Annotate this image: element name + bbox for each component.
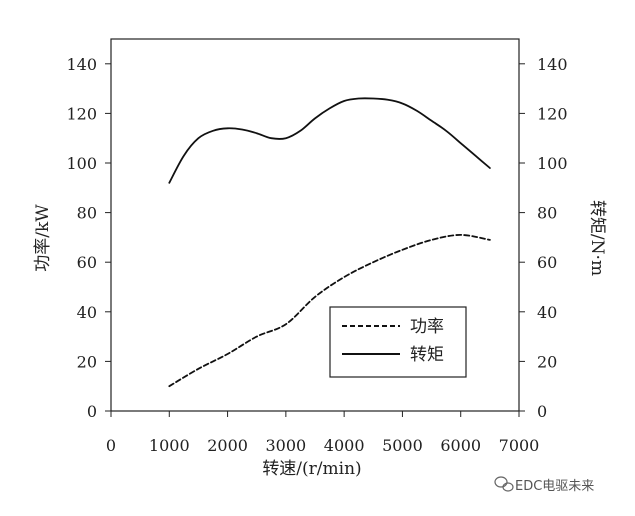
y-left-axis-title: 功率/kW [33,204,53,272]
y-right-tick-label: 60 [537,253,557,272]
y-right-tick-label: 40 [537,303,557,322]
x-tick-label: 7000 [499,436,540,455]
watermark-text: EDC电驱未来 [515,479,594,494]
legend-label-torque: 转矩 [410,345,444,365]
x-tick-label: 4000 [324,436,365,455]
y-left-tick-label: 60 [77,253,97,272]
y-right-tick-label: 0 [537,402,547,421]
y-left-tick-label: 140 [66,55,97,74]
series-line-power [168,234,491,388]
x-tick-label: 3000 [265,436,306,455]
x-axis-title: 转速/(r/min) [262,459,361,479]
wechat-icon [494,476,514,492]
axes-layer: 0 1000 2000 3000 4000 5000 6000 700002040608010… [66,38,568,455]
y-right-tick-label: 80 [537,204,557,223]
y-right-axis-title: 转矩/N·m [587,200,607,276]
watermark: EDC电驱未来 [494,476,594,494]
y-left-tick-label: 40 [77,303,97,322]
x-tick-label: 0 [106,436,116,455]
y-right-tick-label: 140 [537,55,568,74]
x-tick-label: 2000 [207,436,248,455]
series-line-torque [168,97,491,184]
x-tick-label: 5000 [382,436,423,455]
series-layer [168,97,491,388]
y-left-tick-label: 100 [66,154,97,173]
x-tick-label: 6000 [440,436,481,455]
legend-box [329,306,467,378]
y-left-tick-label: 0 [87,402,97,421]
y-left-tick-label: 120 [66,104,97,123]
y-right-tick-label: 20 [537,352,557,371]
legend-label-power: 功率 [410,317,444,337]
y-left-tick-label: 80 [77,204,97,223]
legend: 功率 转矩 [329,306,467,378]
y-left-tick-label: 20 [77,352,97,371]
y-right-tick-label: 120 [537,104,568,123]
y-right-tick-label: 100 [537,154,568,173]
x-tick-label: 1000 [149,436,190,455]
plot-frame [110,38,520,412]
